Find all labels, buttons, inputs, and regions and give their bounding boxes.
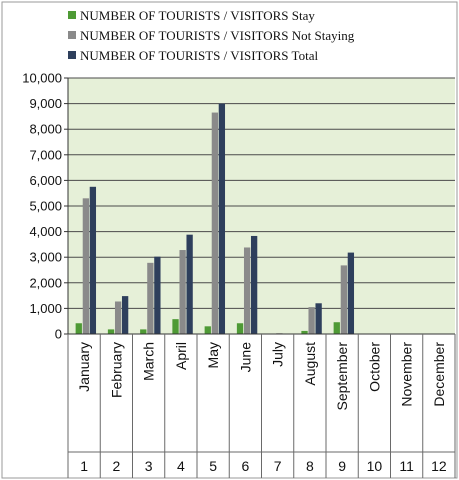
x-category-label: April <box>173 342 189 370</box>
legend-swatch <box>68 51 76 59</box>
y-tick-label: 8,000 <box>29 122 62 137</box>
x-category-label: May <box>205 342 221 368</box>
bar <box>107 329 115 334</box>
y-tick-label: 1,000 <box>29 301 62 316</box>
bar <box>347 252 355 334</box>
x-category-number: 1 <box>80 458 88 474</box>
bar <box>147 262 154 334</box>
x-category-number: 5 <box>209 458 217 474</box>
bar <box>172 319 179 334</box>
x-category-label: March <box>141 342 157 381</box>
bar <box>236 323 244 334</box>
legend-swatch <box>68 11 76 19</box>
bar <box>75 323 82 334</box>
x-category-number: 8 <box>306 458 314 474</box>
y-tick-label: 7,000 <box>29 147 62 162</box>
x-category-number: 7 <box>274 458 282 474</box>
x-category-number: 6 <box>241 458 249 474</box>
x-category-label: August <box>302 342 318 386</box>
y-tick-label: 4,000 <box>29 224 62 239</box>
bar <box>308 307 315 334</box>
x-category-number: 9 <box>338 458 346 474</box>
y-tick-label: 9,000 <box>29 96 62 111</box>
bar <box>140 329 147 334</box>
bar <box>243 247 251 334</box>
x-category-label: October <box>366 342 382 392</box>
y-tick-label: 5,000 <box>29 199 62 214</box>
bar <box>186 234 193 334</box>
legend-label: NUMBER OF TOURISTS / VISITORS Not Stayin… <box>80 28 355 43</box>
x-category-number: 3 <box>145 458 153 474</box>
y-tick-label: 2,000 <box>29 275 62 290</box>
bar <box>204 326 211 334</box>
legend-label: NUMBER OF TOURISTS / VISITORS Total <box>80 48 318 63</box>
bar <box>211 112 219 334</box>
bar <box>114 301 122 334</box>
y-tick-label: 3,000 <box>29 250 62 265</box>
x-category-label: July <box>270 342 286 367</box>
plot-area <box>68 77 455 335</box>
bar <box>179 250 186 334</box>
x-category-number: 10 <box>367 458 383 474</box>
legend: NUMBER OF TOURISTS / VISITORS Stay NUMBER… <box>68 8 355 63</box>
bar <box>301 330 308 334</box>
x-category-label: June <box>237 342 253 373</box>
x-category-label: September <box>334 342 350 411</box>
x-category-number: 2 <box>112 458 120 474</box>
bar <box>89 186 97 334</box>
x-category-number: 11 <box>399 458 414 474</box>
bar <box>250 235 258 334</box>
x-category-label: December <box>431 342 447 407</box>
category-table: January 1 February 2 March 3 April 4 May 5 June 6 Ju… <box>67 334 456 478</box>
x-category-label: November <box>399 342 415 407</box>
x-category-number: 4 <box>177 458 185 474</box>
bar <box>218 103 226 334</box>
bar <box>333 322 340 334</box>
x-category-label: February <box>108 342 124 398</box>
legend-swatch <box>68 31 76 39</box>
x-category-number: 12 <box>431 458 447 474</box>
y-tick-label: 6,000 <box>29 173 62 188</box>
x-category-label: January <box>76 342 92 392</box>
bar <box>315 303 322 334</box>
y-tick-label: 10,000 <box>22 71 62 86</box>
legend-label: NUMBER OF TOURISTS / VISITORS Stay <box>80 8 315 23</box>
y-tick-label: 0 <box>55 327 62 342</box>
bar <box>82 198 90 334</box>
bar <box>340 265 348 334</box>
bar <box>121 296 129 334</box>
bar <box>154 256 161 334</box>
